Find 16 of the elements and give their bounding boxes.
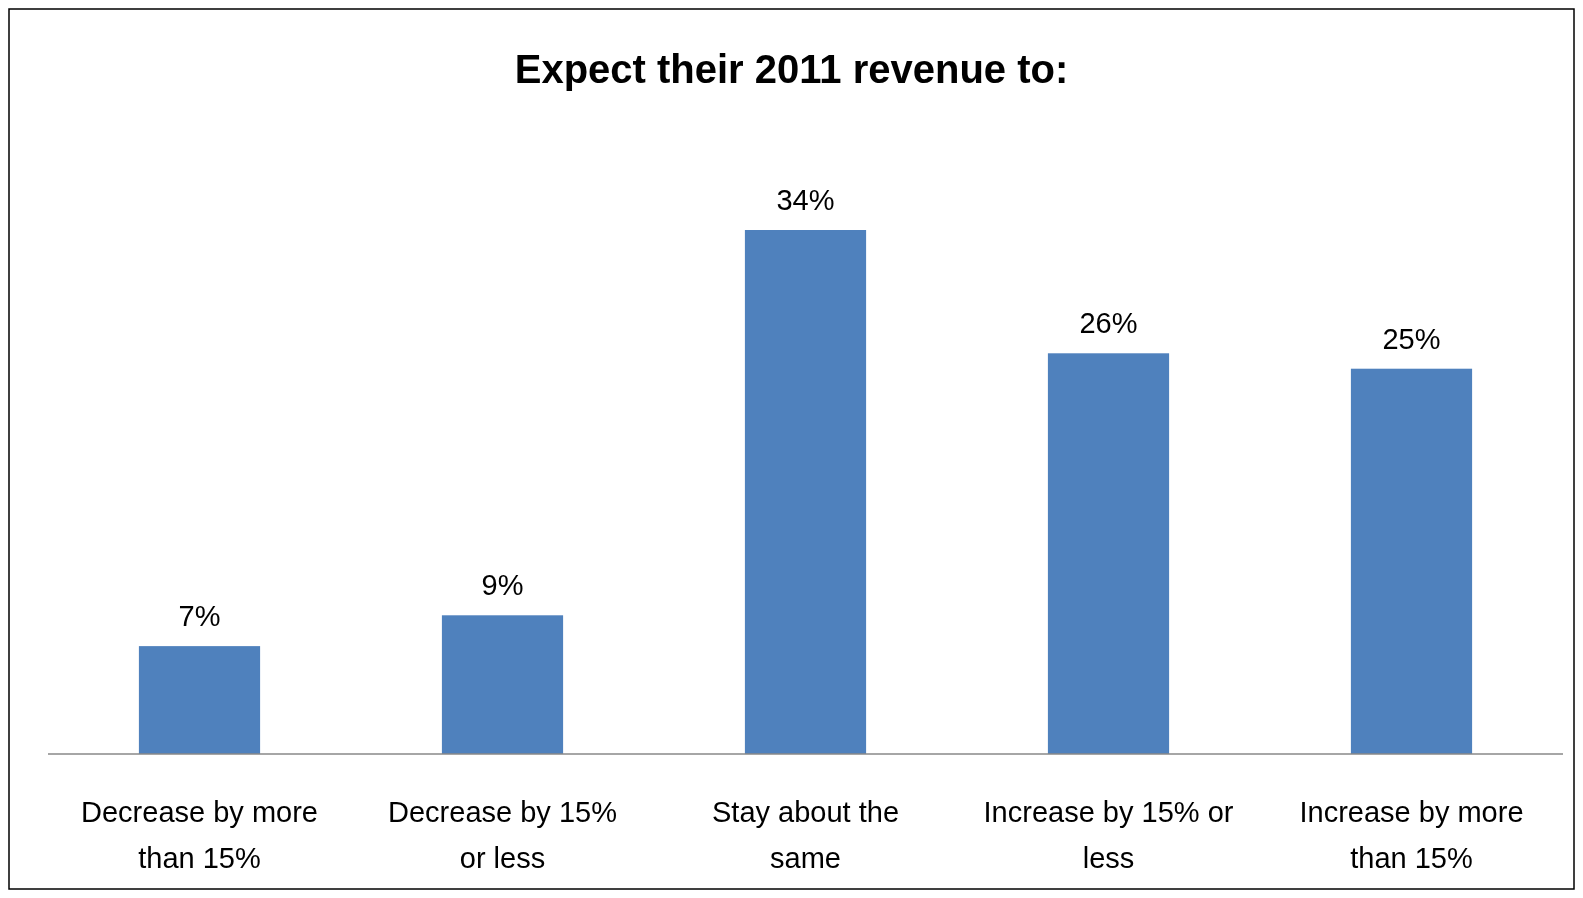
bar [441,615,564,754]
data-label: 26% [1079,307,1138,340]
x-tick-label: Stay about the same [711,796,900,874]
chart-title: Expect their 2011 revenue to: [514,47,1069,91]
x-tick-label: Decrease by more than 15% [81,796,318,874]
data-label: 7% [178,600,221,633]
data-label: 25% [1382,322,1441,355]
bar [1047,353,1170,754]
data-label: 34% [776,184,835,216]
bar [138,646,261,754]
x-tick-label: Increase by more than 15% [1299,796,1524,874]
bar [1350,368,1473,754]
data-label: 9% [481,569,524,602]
x-tick-label: Increase by 15% or less [983,796,1234,874]
bar [744,230,867,754]
x-tick-label: Decrease by 15% or less [388,796,617,874]
